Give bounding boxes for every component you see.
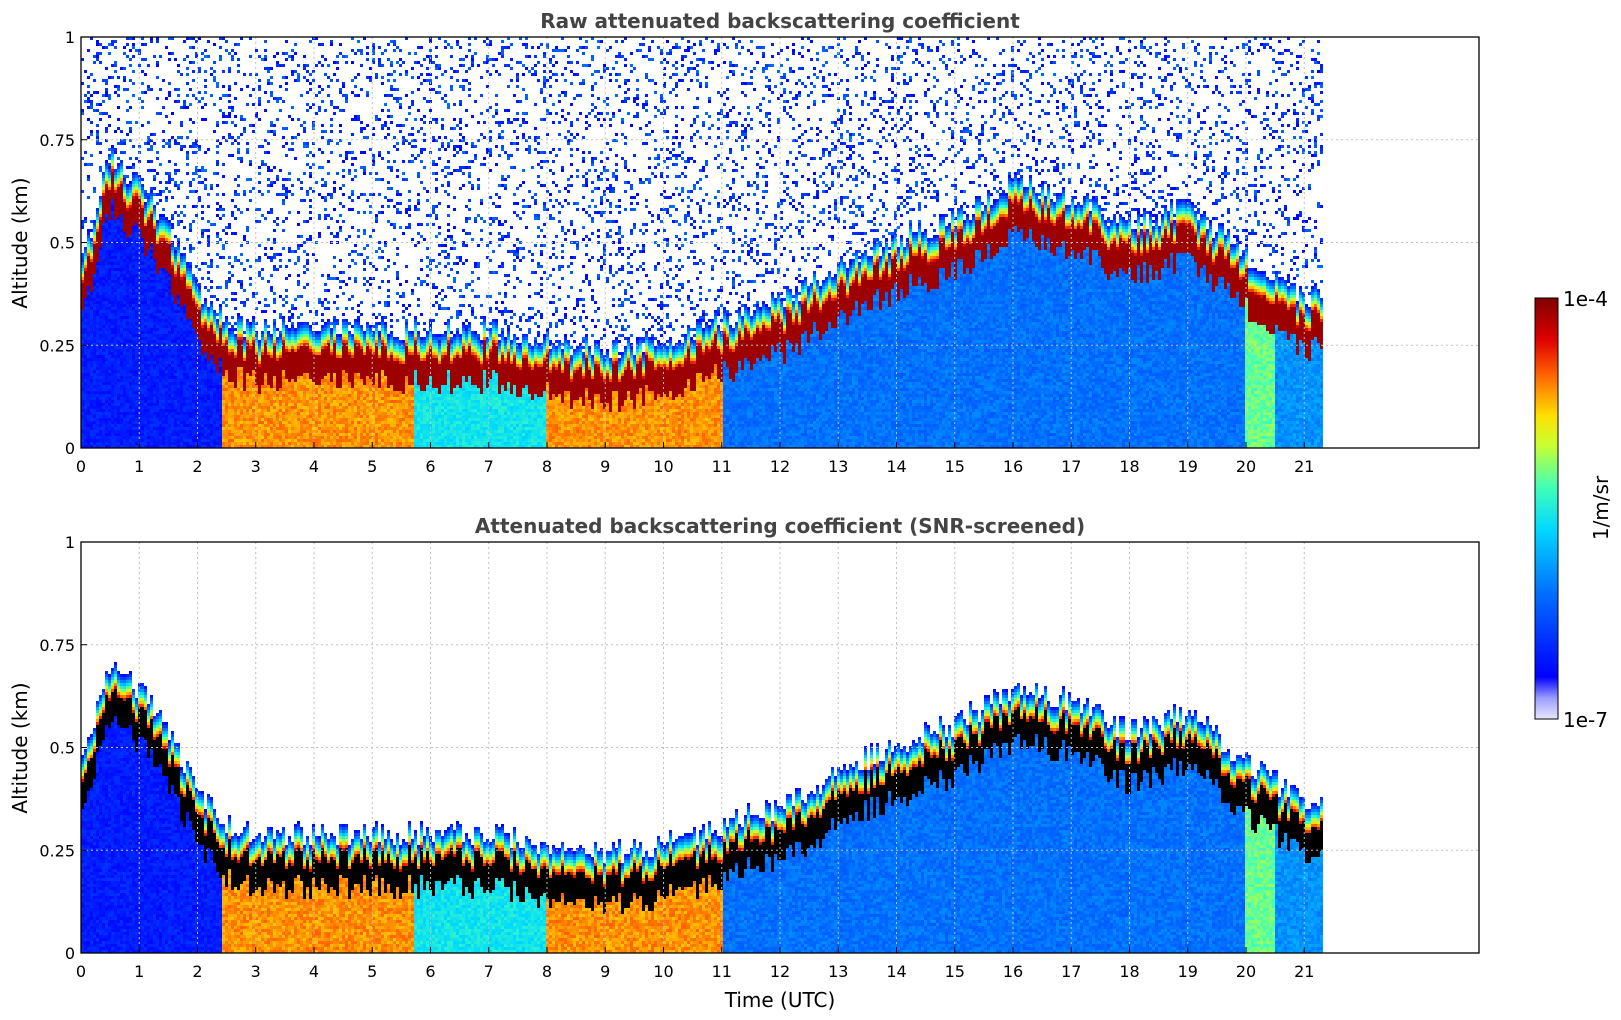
panel-screened-heatmap xyxy=(81,662,1323,953)
x-tick-label: 11 xyxy=(712,457,732,476)
panel-screened-title: Attenuated backscattering coefficient (S… xyxy=(475,514,1085,538)
x-tick-label: 13 xyxy=(828,962,848,981)
y-tick-label: 0.25 xyxy=(39,841,75,860)
x-tick-label: 10 xyxy=(653,962,673,981)
x-tick-label: 7 xyxy=(484,962,494,981)
x-tick-label: 15 xyxy=(945,962,965,981)
x-tick-label: 3 xyxy=(251,457,261,476)
x-tick-label: 15 xyxy=(945,457,965,476)
x-tick-label: 9 xyxy=(600,962,610,981)
panel-screened: Attenuated backscattering coefficient (S… xyxy=(8,514,1479,1012)
x-tick-label: 8 xyxy=(542,962,552,981)
x-tick-label: 14 xyxy=(886,962,906,981)
colorbar-max-label: 1e-4 xyxy=(1563,287,1608,311)
x-tick-label: 6 xyxy=(425,457,435,476)
x-tick-label: 19 xyxy=(1178,962,1198,981)
y-tick-label: 1 xyxy=(65,28,75,47)
x-tick-label: 6 xyxy=(425,962,435,981)
y-tick-label: 1 xyxy=(65,533,75,552)
panel-raw-plot xyxy=(81,37,1479,448)
x-tick-label: 12 xyxy=(770,457,790,476)
x-tick-label: 10 xyxy=(653,457,673,476)
y-tick-label: 0 xyxy=(65,439,75,458)
x-tick-label: 17 xyxy=(1061,962,1081,981)
panel-screened-plot xyxy=(81,542,1479,953)
x-tick-label: 19 xyxy=(1178,457,1198,476)
x-tick-label: 4 xyxy=(309,457,319,476)
y-tick-label: 0 xyxy=(65,944,75,963)
y-tick-label: 0.75 xyxy=(39,636,75,655)
x-tick-label: 8 xyxy=(542,457,552,476)
x-tick-label: 1 xyxy=(134,457,144,476)
x-tick-label: 4 xyxy=(309,962,319,981)
x-tick-label: 17 xyxy=(1061,457,1081,476)
x-tick-label: 13 xyxy=(828,457,848,476)
x-tick-label: 20 xyxy=(1236,962,1256,981)
x-tick-label: 16 xyxy=(1003,962,1023,981)
x-tick-label: 11 xyxy=(712,962,732,981)
x-tick-label: 21 xyxy=(1294,962,1314,981)
x-tick-label: 21 xyxy=(1294,457,1314,476)
y-tick-label: 0.25 xyxy=(39,336,75,355)
figure: Raw attenuated backscattering coefficien… xyxy=(0,0,1621,1020)
y-tick-label: 0.5 xyxy=(50,739,75,758)
x-tick-label: 5 xyxy=(367,457,377,476)
x-tick-label: 14 xyxy=(886,457,906,476)
x-tick-label: 2 xyxy=(192,457,202,476)
x-tick-label: 9 xyxy=(600,457,610,476)
y-tick-label: 0.75 xyxy=(39,131,75,150)
panel-raw: Raw attenuated backscattering coefficien… xyxy=(8,9,1479,476)
x-tick-label: 18 xyxy=(1119,457,1139,476)
x-tick-label: 0 xyxy=(76,962,86,981)
panel-raw-title: Raw attenuated backscattering coefficien… xyxy=(540,9,1020,33)
x-tick-label: 5 xyxy=(367,962,377,981)
x-tick-label: 18 xyxy=(1119,962,1139,981)
x-tick-label: 16 xyxy=(1003,457,1023,476)
colorbar: 1e-4 1e-7 1/m/sr xyxy=(1535,287,1613,732)
panel-raw-ylabel: Altitude (km) xyxy=(8,177,32,308)
colorbar-label: 1/m/sr xyxy=(1589,475,1613,540)
colorbar-min-label: 1e-7 xyxy=(1563,708,1608,732)
panel-screened-xlabel: Time (UTC) xyxy=(724,988,836,1012)
x-tick-label: 2 xyxy=(192,962,202,981)
x-tick-label: 0 xyxy=(76,457,86,476)
colorbar-gradient xyxy=(1535,298,1558,719)
x-tick-label: 20 xyxy=(1236,457,1256,476)
y-tick-label: 0.5 xyxy=(50,234,75,253)
x-tick-label: 1 xyxy=(134,962,144,981)
x-tick-label: 12 xyxy=(770,962,790,981)
x-tick-label: 7 xyxy=(484,457,494,476)
x-tick-label: 3 xyxy=(251,962,261,981)
panel-screened-ylabel: Altitude (km) xyxy=(8,682,32,813)
